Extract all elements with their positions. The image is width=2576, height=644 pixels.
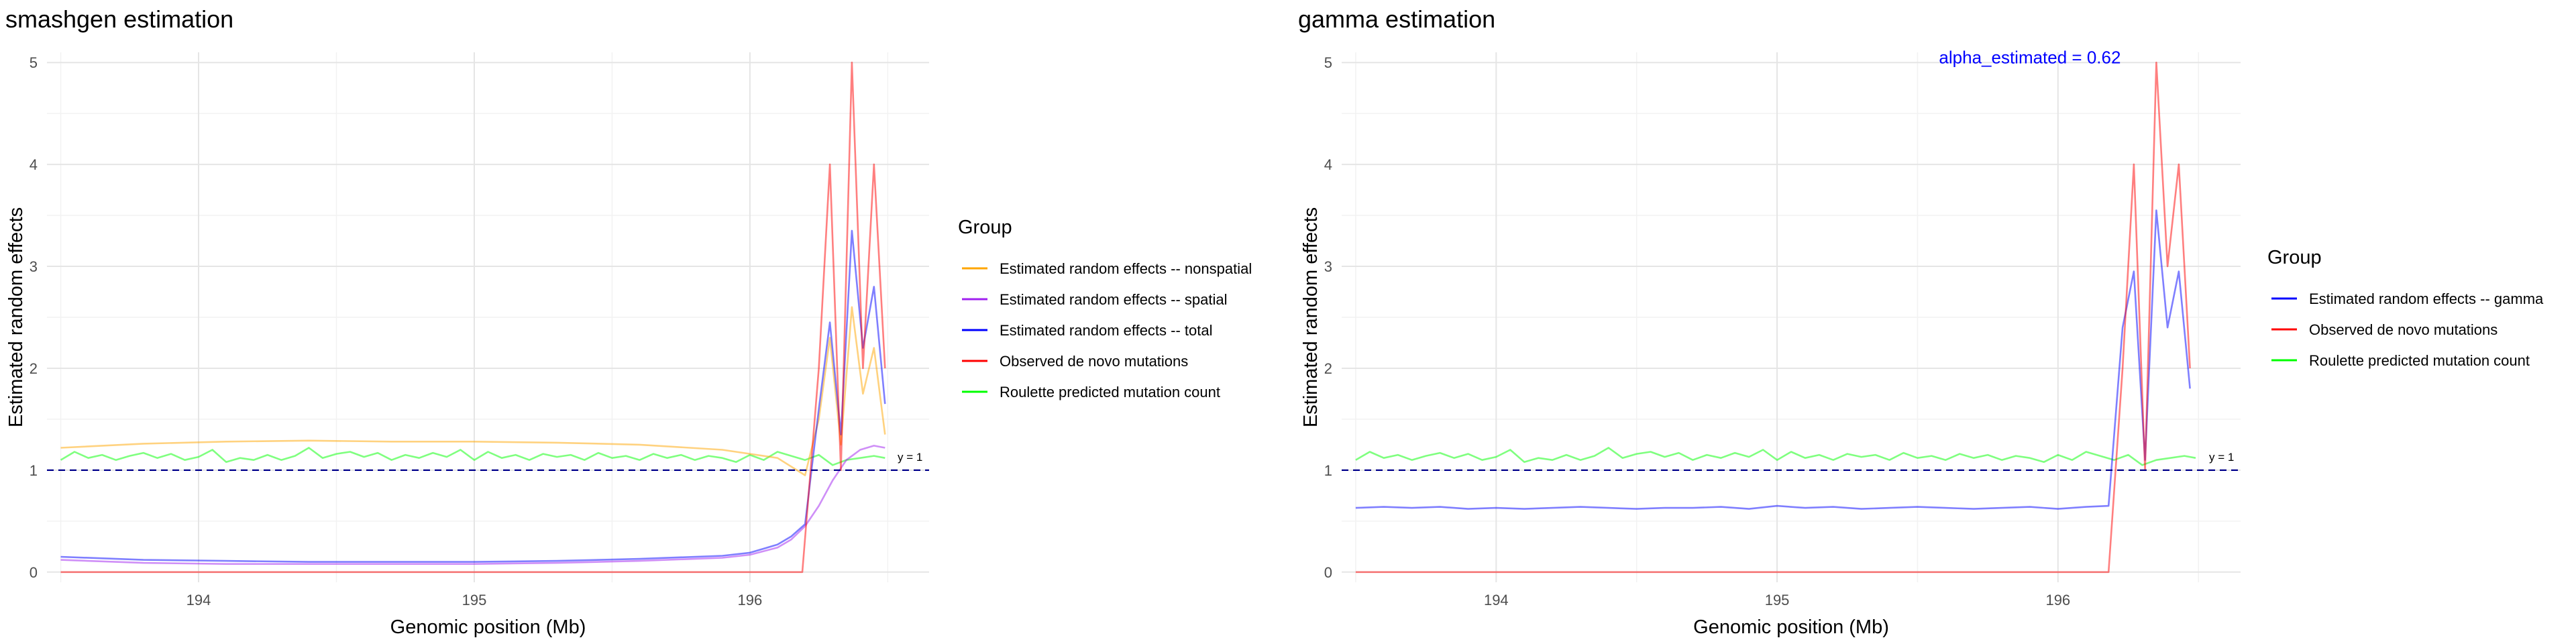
annotation-text: alpha_estimated = 0.62 xyxy=(1939,48,2121,68)
legend: Group Estimated random effects -- nonspat… xyxy=(958,217,1252,400)
series-line-1 xyxy=(60,306,886,476)
x-tick-label: 196 xyxy=(2045,592,2070,608)
legend-title: Group xyxy=(958,217,1012,238)
chart-title: gamma estimation xyxy=(1298,5,1495,33)
y-tick-label: 1 xyxy=(30,462,38,479)
reference-line-label: y = 1 xyxy=(2209,451,2234,464)
y-tick-label: 4 xyxy=(30,156,38,173)
x-axis-title: Genomic position (Mb) xyxy=(1693,616,1889,638)
chart-panel-2: 0 1 2 3 4 5 194 195 196 y = 1 alpha_estimated = 0.… xyxy=(1298,5,2544,638)
x-tick-label: 195 xyxy=(1765,592,1790,608)
y-axis-title: Estimated random effects xyxy=(5,207,27,427)
y-tick-label: 3 xyxy=(1324,258,1332,275)
chart-title: smashgen estimation xyxy=(5,5,233,33)
legend: Group Estimated random effects -- gamma Ob… xyxy=(2267,247,2544,369)
series-line-2 xyxy=(60,445,885,566)
legend-label: Estimated random effects -- total xyxy=(1000,322,1213,339)
series-line-5 xyxy=(60,447,885,466)
series-line-2 xyxy=(1355,61,2191,574)
y-tick-label: 5 xyxy=(1324,54,1332,71)
legend-label: Estimated random effects -- gamma xyxy=(2309,290,2544,307)
legend-title: Group xyxy=(2267,247,2322,268)
y-tick-label: 0 xyxy=(30,564,38,581)
y-tick-label: 4 xyxy=(1324,156,1332,173)
legend-label: Estimated random effects -- spatial xyxy=(1000,291,1228,308)
legend-label: Roulette predicted mutation count xyxy=(1000,384,1220,400)
y-tick-label: 2 xyxy=(30,360,38,377)
x-tick-label: 194 xyxy=(1484,592,1509,608)
gridlines xyxy=(47,52,929,582)
legend-label: Estimated random effects -- nonspatial xyxy=(1000,260,1252,277)
x-tick-label: 194 xyxy=(186,592,211,608)
gridlines xyxy=(1342,52,2241,582)
series-line-3 xyxy=(60,229,886,563)
legend-label: Observed de novo mutations xyxy=(2309,321,2498,338)
x-axis-title: Genomic position (Mb) xyxy=(390,616,586,638)
chart-panel-1: 0 1 2 3 4 5 194 195 196 y = 1 smashgen estimation G… xyxy=(5,5,1252,638)
y-tick-label: 3 xyxy=(30,258,38,275)
x-tick-label: 196 xyxy=(738,592,763,608)
y-tick-label: 5 xyxy=(30,54,38,71)
series-line-4 xyxy=(60,61,886,574)
legend-label: Observed de novo mutations xyxy=(1000,353,1188,370)
x-tick-label: 195 xyxy=(462,592,487,608)
y-tick-label: 1 xyxy=(1324,462,1332,479)
series-line-3 xyxy=(1355,447,2196,466)
legend-label: Roulette predicted mutation count xyxy=(2309,352,2530,369)
reference-line-label: y = 1 xyxy=(898,451,922,464)
y-tick-label: 2 xyxy=(1324,360,1332,377)
y-axis-title: Estimated random effects xyxy=(1300,207,1322,427)
y-tick-label: 0 xyxy=(1324,564,1332,581)
series-line-1 xyxy=(1355,209,2191,510)
